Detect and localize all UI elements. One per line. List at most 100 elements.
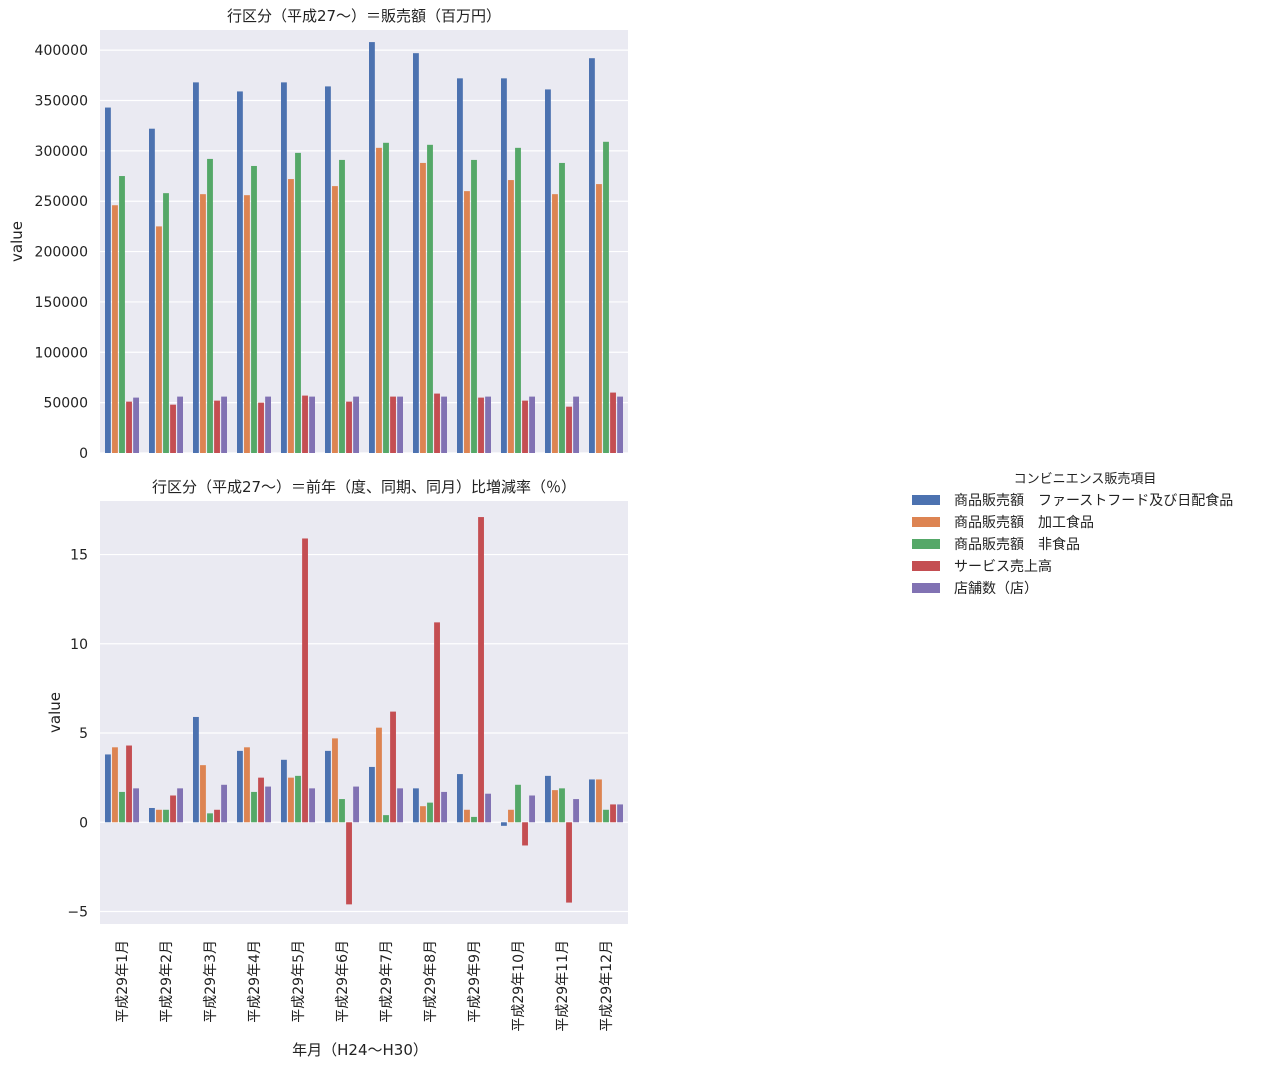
- bar: [508, 809, 514, 823]
- y-tick-label: 10: [70, 637, 88, 653]
- bar: [281, 82, 287, 453]
- bar: [413, 53, 419, 454]
- bar: [383, 815, 389, 823]
- bar: [193, 82, 199, 453]
- bar: [133, 788, 139, 823]
- y-tick-label: 150000: [35, 295, 88, 311]
- bar: [258, 402, 264, 453]
- bar: [545, 775, 551, 823]
- bar: [501, 822, 507, 826]
- bar: [163, 809, 169, 823]
- bar: [214, 400, 220, 453]
- bar: [353, 786, 359, 823]
- bar: [112, 205, 118, 453]
- bar: [413, 788, 419, 823]
- bar: [163, 193, 169, 453]
- bar: [207, 813, 213, 823]
- chart-title: 行区分（平成27～）＝販売額（百万円）: [227, 7, 501, 25]
- bar: [369, 42, 375, 453]
- legend-swatch: [912, 583, 940, 593]
- x-tick-label: 平成29年8月: [423, 940, 439, 1023]
- bar: [221, 396, 227, 453]
- bar: [559, 162, 565, 453]
- bar: [485, 793, 491, 823]
- bar: [281, 759, 287, 823]
- bar: [156, 226, 162, 453]
- bar: [339, 159, 345, 453]
- bar: [420, 806, 426, 823]
- bar: [478, 517, 484, 823]
- legend-item-label: 店舗数（店）: [954, 581, 1038, 597]
- bar: [566, 406, 572, 453]
- bar: [105, 107, 111, 454]
- bar: [596, 779, 602, 823]
- bar: [552, 194, 558, 453]
- bar: [397, 788, 403, 823]
- bar: [309, 788, 315, 823]
- bar: [420, 162, 426, 453]
- bar: [515, 147, 521, 454]
- bar: [332, 186, 338, 453]
- bar: [251, 791, 257, 823]
- y-axis-label: value: [46, 692, 64, 733]
- bar: [617, 396, 623, 453]
- legend-title: コンビニエンス販売項目: [1014, 471, 1157, 487]
- bar: [133, 397, 139, 453]
- bar: [251, 165, 257, 453]
- bar: [309, 396, 315, 453]
- bar: [119, 791, 125, 823]
- bar: [244, 195, 250, 453]
- bar: [237, 750, 243, 823]
- bar: [522, 400, 528, 453]
- bar: [464, 191, 470, 453]
- bar: [457, 774, 463, 823]
- legend-item-label: 商品販売額 加工食品: [954, 514, 1094, 531]
- bar: [464, 809, 470, 823]
- bar: [119, 176, 125, 454]
- y-tick-label: 15: [70, 548, 88, 564]
- bar: [369, 766, 375, 823]
- bar: [434, 622, 440, 823]
- bar: [346, 822, 352, 905]
- bar: [529, 795, 535, 823]
- bar: [200, 765, 206, 823]
- legend-item-label: サービス売上高: [954, 558, 1052, 575]
- x-tick-label: 平成29年10月: [511, 940, 527, 1032]
- y-tick-label: 400000: [35, 43, 88, 59]
- bar: [390, 396, 396, 453]
- bar: [589, 58, 595, 453]
- bar: [295, 152, 301, 453]
- bar: [346, 401, 352, 453]
- bar: [170, 795, 176, 823]
- x-tick-label: 平成29年9月: [467, 940, 483, 1023]
- bar: [515, 784, 521, 823]
- y-tick-label: 300000: [35, 144, 88, 160]
- legend-item-label: 商品販売額 非食品: [954, 536, 1080, 553]
- bar: [603, 809, 609, 823]
- bar: [170, 404, 176, 453]
- y-tick-label: 100000: [35, 345, 88, 361]
- bar: [617, 804, 623, 823]
- bar: [471, 816, 477, 823]
- bar: [149, 807, 155, 823]
- bar: [237, 91, 243, 453]
- bar: [573, 799, 579, 823]
- bar: [478, 397, 484, 453]
- bar: [244, 747, 250, 823]
- bar: [501, 78, 507, 453]
- legend-item-label: 商品販売額 ファーストフード及び日配食品: [954, 492, 1233, 509]
- bar: [302, 538, 308, 823]
- y-axis-label: value: [8, 221, 26, 262]
- bar: [545, 89, 551, 454]
- bar: [559, 788, 565, 823]
- x-axis-label: 年月（H24～H30）: [292, 1041, 428, 1059]
- bar: [339, 799, 345, 823]
- bar: [126, 745, 132, 823]
- x-tick-label: 平成29年3月: [203, 940, 219, 1023]
- bar: [566, 822, 572, 903]
- bar: [596, 184, 602, 454]
- bar: [332, 738, 338, 823]
- bar: [325, 86, 331, 454]
- bar: [265, 786, 271, 823]
